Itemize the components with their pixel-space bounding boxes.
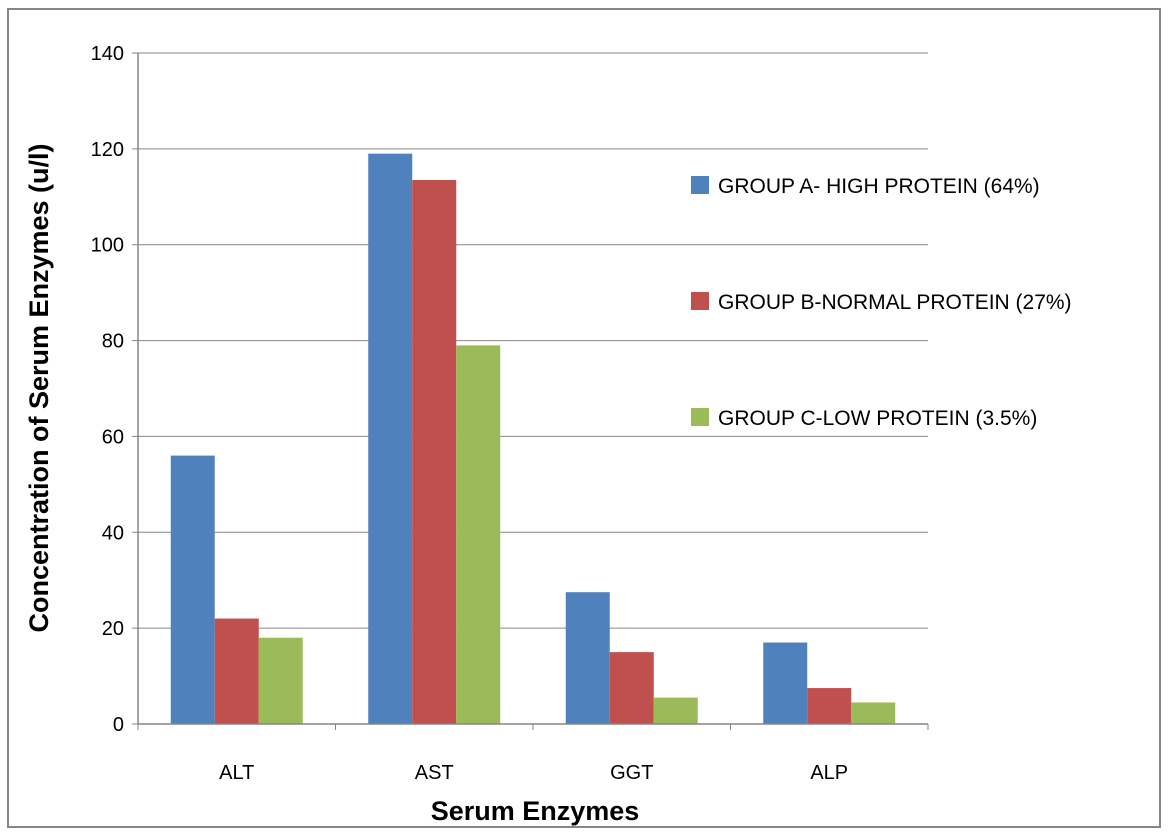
bars [170, 153, 896, 724]
legend-swatch [691, 408, 709, 426]
y-tick-label: 140 [91, 43, 124, 65]
y-tick-label: 20 [102, 618, 124, 640]
gridlines [138, 52, 928, 629]
category-label: ALT [219, 762, 254, 784]
axes [132, 52, 929, 730]
bar-alt-series-1 [170, 455, 215, 724]
legend: GROUP A- HIGH PROTEIN (64%) GROUP B-NORMA… [691, 175, 1072, 430]
bar-alp-series-3 [851, 702, 896, 724]
y-tick-label: 120 [91, 139, 124, 161]
category-label: ALP [810, 762, 848, 784]
bar-ast-series-2 [412, 180, 457, 724]
y-tick-labels: 0 20 40 60 80 100 120 140 [91, 43, 124, 736]
bar-ast-series-3 [456, 345, 501, 724]
legend-label: GROUP A- HIGH PROTEIN (64%) [718, 175, 1040, 198]
legend-swatch [691, 176, 709, 194]
category-label: AST [415, 762, 454, 784]
bar-ggt-series-2 [609, 652, 654, 724]
legend-swatch [691, 292, 709, 310]
x-axis-title: Serum Enzymes [431, 796, 640, 826]
bar-ggt-series-1 [565, 592, 610, 724]
category-labels: ALT AST GGT ALP [219, 762, 848, 784]
y-tick-label: 80 [102, 331, 124, 353]
y-tick-label: 0 [113, 714, 124, 736]
bar-ggt-series-3 [653, 697, 698, 724]
bar-alp-series-2 [807, 688, 852, 724]
y-tick-label: 60 [102, 426, 124, 448]
y-tick-label: 40 [102, 522, 124, 544]
bar-alt-series-3 [258, 637, 303, 724]
bar-alt-series-2 [214, 618, 259, 724]
legend-label: GROUP B-NORMAL PROTEIN (27%) [718, 291, 1072, 314]
y-axis-title: Concentration of Serum Enzymes (u/l) [24, 143, 54, 632]
category-label: GGT [610, 762, 653, 784]
bar-ast-series-1 [368, 153, 413, 724]
y-tick-label: 100 [91, 235, 124, 257]
legend-label: GROUP C-LOW PROTEIN (3.5%) [718, 407, 1037, 430]
bar-alp-series-1 [763, 642, 808, 724]
